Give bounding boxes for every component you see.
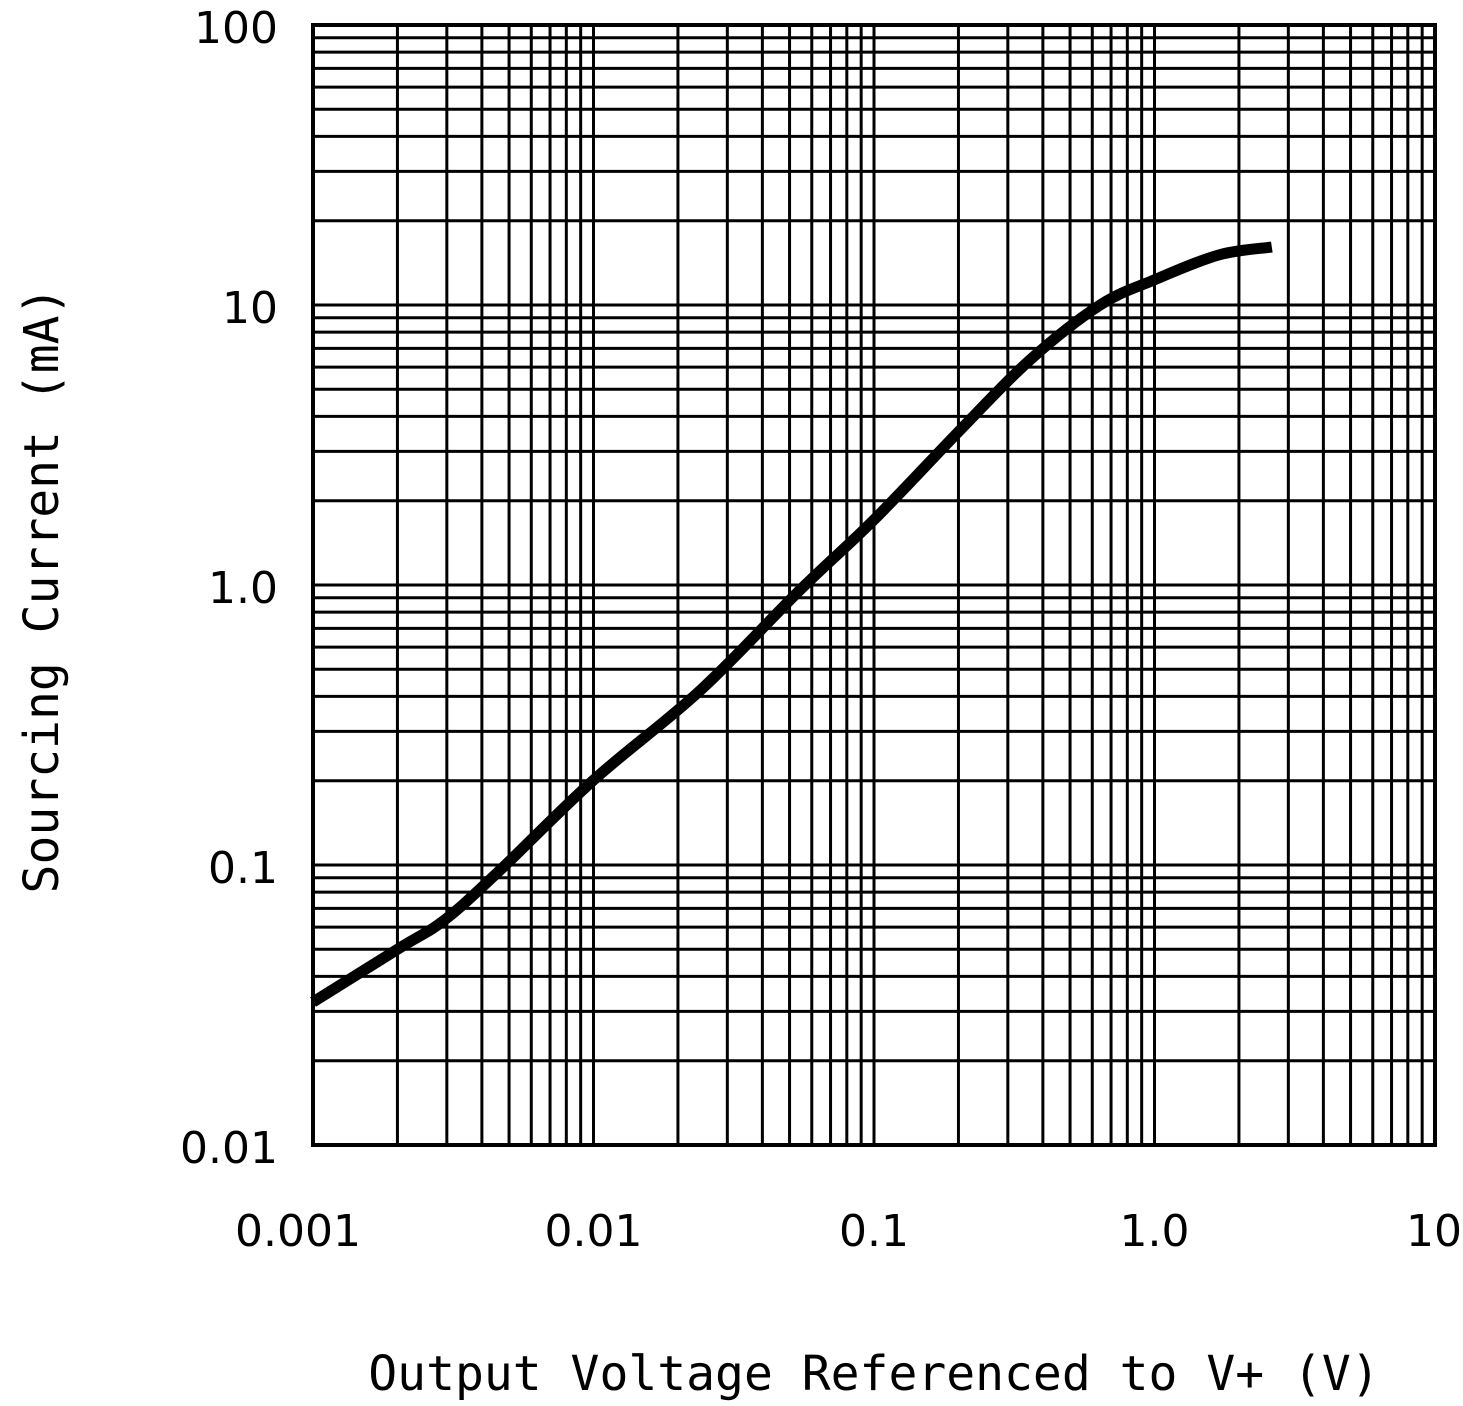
y-tick-labels: 0.01 0.1 1.0 10 100 (180, 3, 278, 1174)
x-tick-label: 0.001 (235, 1206, 361, 1257)
y-tick-label: 10 (222, 283, 278, 334)
y-tick-label: 1.0 (208, 563, 278, 614)
x-axis-label: Output Voltage Referenced to V+ (V) (368, 1346, 1379, 1402)
x-tick-label: 0.1 (839, 1206, 909, 1257)
y-axis-label: Sourcing Current (mA) (14, 287, 70, 894)
y-tick-label: 0.1 (208, 843, 278, 894)
x-tick-label: 10 (1406, 1206, 1462, 1257)
grid (311, 25, 1435, 1147)
y-tick-label: 100 (194, 3, 278, 54)
plot-frame (311, 23, 1437, 1147)
y-tick-label: 0.01 (180, 1123, 278, 1174)
x-tick-labels: 0.001 0.01 0.1 1.0 10 (235, 1206, 1462, 1257)
x-tick-label: 1.0 (1120, 1206, 1190, 1257)
x-tick-label: 0.01 (545, 1206, 643, 1257)
series-line (310, 241, 1273, 1007)
